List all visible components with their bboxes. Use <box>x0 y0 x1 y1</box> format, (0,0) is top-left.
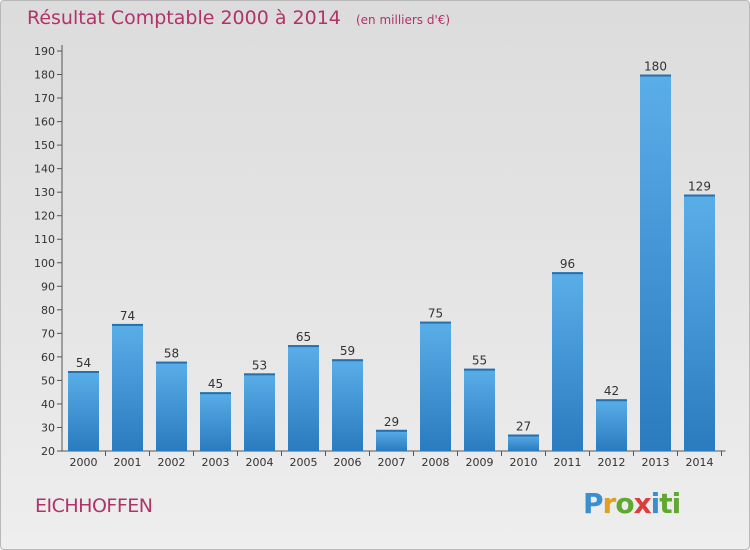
bar-cap <box>376 429 407 432</box>
y-tick-label: 80 <box>41 304 55 317</box>
x-tick-label: 2005 <box>290 456 318 469</box>
y-tick-label: 60 <box>41 351 55 364</box>
bar-cap <box>684 194 715 197</box>
bar-cap <box>156 361 187 364</box>
title-row: Résultat Comptable 2000 à 2014 (en milli… <box>27 7 450 29</box>
y-tick-label: 130 <box>34 186 55 199</box>
y-tick-label: 160 <box>34 116 55 129</box>
logo-letter: i <box>671 487 682 520</box>
bar-value-label: 55 <box>472 354 487 368</box>
x-tick-label: 2004 <box>246 456 274 469</box>
y-tick-label: 100 <box>34 257 55 270</box>
bar-cap <box>244 373 275 376</box>
bar-cap <box>288 345 319 348</box>
logo-letter: r <box>602 487 617 520</box>
bar-value-label: 129 <box>688 180 711 194</box>
bar-value-label: 75 <box>428 307 443 321</box>
x-tick-label: 2003 <box>202 456 230 469</box>
bar <box>332 359 363 451</box>
x-tick-label: 2007 <box>378 456 406 469</box>
y-tick-label: 180 <box>34 69 55 82</box>
bar-value-label: 45 <box>208 377 223 391</box>
bar-value-label: 58 <box>164 347 179 361</box>
y-tick-label: 30 <box>41 421 55 434</box>
y-tick-label: 40 <box>41 398 55 411</box>
x-tick-label: 2002 <box>158 456 186 469</box>
bar <box>200 392 231 451</box>
bar-value-label: 29 <box>384 415 399 429</box>
bar-value-label: 59 <box>340 344 355 358</box>
logo-letter: t <box>659 487 672 520</box>
bar <box>552 272 583 451</box>
logo-letter: x <box>633 487 652 520</box>
y-tick-label: 190 <box>34 45 55 58</box>
bar <box>244 373 275 451</box>
logo-letter: i <box>650 487 661 520</box>
bar <box>640 74 671 451</box>
bar <box>596 399 627 451</box>
y-tick-label: 50 <box>41 374 55 387</box>
bar <box>684 194 715 451</box>
x-axis: 2000 2001 2002 2003 2004 2005 2006 2007 2008 2009… <box>62 450 726 469</box>
bar-value-label: 53 <box>252 358 267 372</box>
bar <box>68 371 99 451</box>
y-axis: 20 30 40 50 60 70 80 90 100 110 120 130 140 150 160 170… <box>34 45 63 458</box>
bar-cap <box>420 321 451 324</box>
bar-value-label: 74 <box>120 309 135 323</box>
x-tick-label: 2011 <box>554 456 582 469</box>
bar-value-label: 54 <box>76 356 91 370</box>
bar <box>508 434 539 451</box>
proxiti-logo: Proxiti <box>583 487 682 520</box>
bar-cap <box>68 371 99 373</box>
x-tick-label: 2006 <box>334 456 362 469</box>
bar-cap <box>552 272 583 275</box>
bar-cap <box>508 434 539 437</box>
chart-unit-note: (en milliers d'€) <box>355 13 451 27</box>
y-tick-label: 20 <box>41 445 55 458</box>
bar-cap <box>200 392 231 395</box>
y-tick-label: 70 <box>41 327 55 340</box>
bar <box>156 361 187 451</box>
y-tick-label: 110 <box>34 233 55 246</box>
bar <box>376 429 407 451</box>
x-tick-label: 2012 <box>598 456 626 469</box>
x-tick-label: 2013 <box>642 456 670 469</box>
y-tick-label: 150 <box>34 139 55 152</box>
logo-letter: P <box>583 487 604 520</box>
bars: 54 74 58 45 53 65 59 29 75 55 27 96 42 180 129 <box>68 60 715 451</box>
bar <box>464 368 495 451</box>
x-tick-label: 2008 <box>422 456 450 469</box>
x-tick-label: 2009 <box>466 456 494 469</box>
bar-value-label: 65 <box>296 330 311 344</box>
y-tick-label: 140 <box>34 163 55 176</box>
x-tick-label: 2010 <box>510 456 538 469</box>
bar-cap <box>640 74 671 77</box>
bar-value-label: 96 <box>560 257 575 271</box>
bar-value-label: 180 <box>644 60 667 74</box>
y-tick-label: 90 <box>41 280 55 293</box>
y-tick-label: 120 <box>34 210 55 223</box>
bar-value-label: 27 <box>516 420 531 434</box>
bar-cap <box>332 359 363 362</box>
bar <box>420 321 451 451</box>
x-tick-label: 2014 <box>686 456 714 469</box>
bar <box>288 345 319 451</box>
town-name: EICHHOFFEN <box>35 495 153 517</box>
bar <box>112 323 143 451</box>
bar-value-label: 42 <box>604 384 619 398</box>
bar-cap <box>112 323 143 326</box>
chart-title: Résultat Comptable 2000 à 2014 <box>27 7 341 29</box>
bar-cap <box>464 368 495 371</box>
x-tick-label: 2000 <box>70 456 98 469</box>
y-tick-label: 170 <box>34 92 55 105</box>
bar-cap <box>596 399 627 402</box>
logo-letter: o <box>615 487 634 520</box>
x-tick-label: 2001 <box>114 456 142 469</box>
